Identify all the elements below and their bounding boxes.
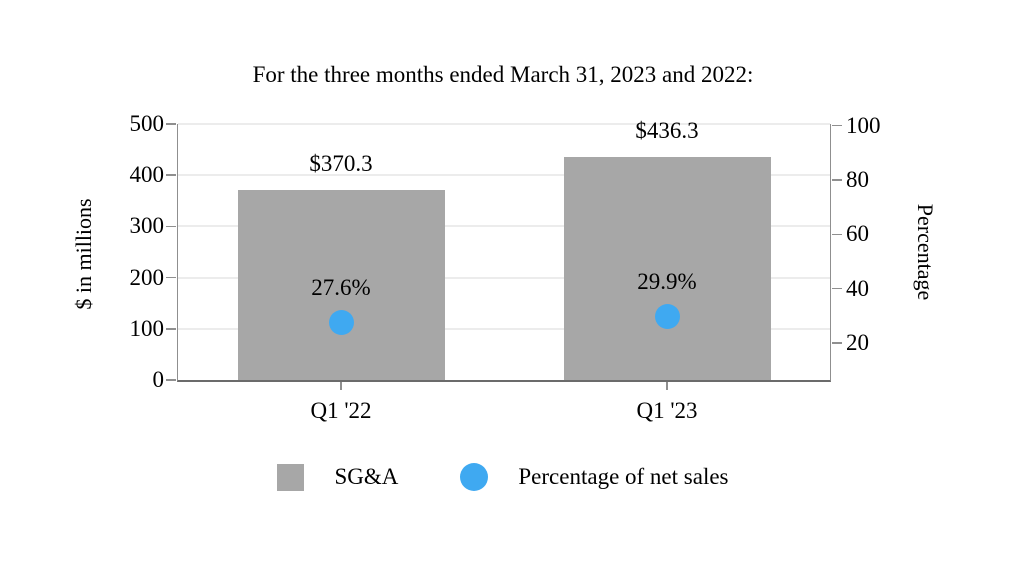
percentage-dot-swatch-icon xyxy=(460,463,489,491)
left-axis-tickmark xyxy=(166,225,176,228)
right-axis-tickmark xyxy=(832,124,842,127)
left-axis-tick-label: 400 xyxy=(129,162,165,188)
right-axis-tick-label: 40 xyxy=(846,275,869,301)
right-axis-title: Percentage xyxy=(913,203,938,301)
left-axis-tickmark xyxy=(166,379,176,381)
right-axis-tickmark xyxy=(832,287,842,290)
bar-value-label: $436.3 xyxy=(635,117,699,143)
sga-bar-swatch-icon xyxy=(277,463,305,491)
percentage-dot xyxy=(654,303,680,329)
right-axis-tickmark xyxy=(832,233,842,236)
sga-bar xyxy=(237,190,445,380)
sga-bar xyxy=(563,156,771,380)
right-axis-tick-label: 60 xyxy=(846,221,869,247)
x-axis-category-label: Q1 '22 xyxy=(310,398,372,423)
legend-label-percentage: Percentage of net sales xyxy=(518,464,729,489)
left-axis-tick-label: 500 xyxy=(129,111,165,136)
right-axis-tick-label: 100 xyxy=(846,112,881,138)
left-axis-tickmark xyxy=(166,174,176,176)
plot-area: 0 100 200 300 400 500 20 40 60 80 100 $370.3 27.6% Q1… xyxy=(130,111,881,423)
left-axis-tickmark xyxy=(166,123,176,125)
right-axis-tickmark xyxy=(832,342,842,344)
legend-item-percentage: Percentage of net sales xyxy=(460,463,729,491)
left-axis-tick-label: 300 xyxy=(129,213,165,239)
left-axis-tickmark xyxy=(166,276,176,279)
x-axis-tickmark xyxy=(666,382,668,390)
legend-label-sga: SG&A xyxy=(334,464,399,489)
percentage-dot xyxy=(328,309,354,335)
chart-title: For the three months ended March 31, 202… xyxy=(252,62,754,87)
gridline xyxy=(178,174,830,177)
gridline xyxy=(178,327,830,330)
percentage-value-label: 29.9% xyxy=(637,269,697,295)
right-axis-tick-label: 80 xyxy=(846,166,869,192)
right-axis-tickmark xyxy=(832,179,842,181)
bar-value-label: $370.3 xyxy=(309,151,373,177)
left-axis-tick-label: 0 xyxy=(152,367,165,392)
chart-legend: SG&A Percentage of net sales xyxy=(177,458,829,496)
left-axis-tick-label: 100 xyxy=(129,315,165,341)
x-axis-tickmark xyxy=(340,382,342,390)
left-axis-tickmark xyxy=(166,328,176,330)
legend-item-sga: SG&A xyxy=(277,463,399,491)
left-axis-tick-label: 200 xyxy=(129,264,165,290)
right-axis-tick-label: 20 xyxy=(846,330,869,356)
gridline xyxy=(178,225,830,228)
percentage-value-label: 27.6% xyxy=(311,275,371,301)
gridline xyxy=(178,276,830,279)
x-axis-category-label: Q1 '23 xyxy=(636,398,698,423)
gridline xyxy=(178,123,830,125)
